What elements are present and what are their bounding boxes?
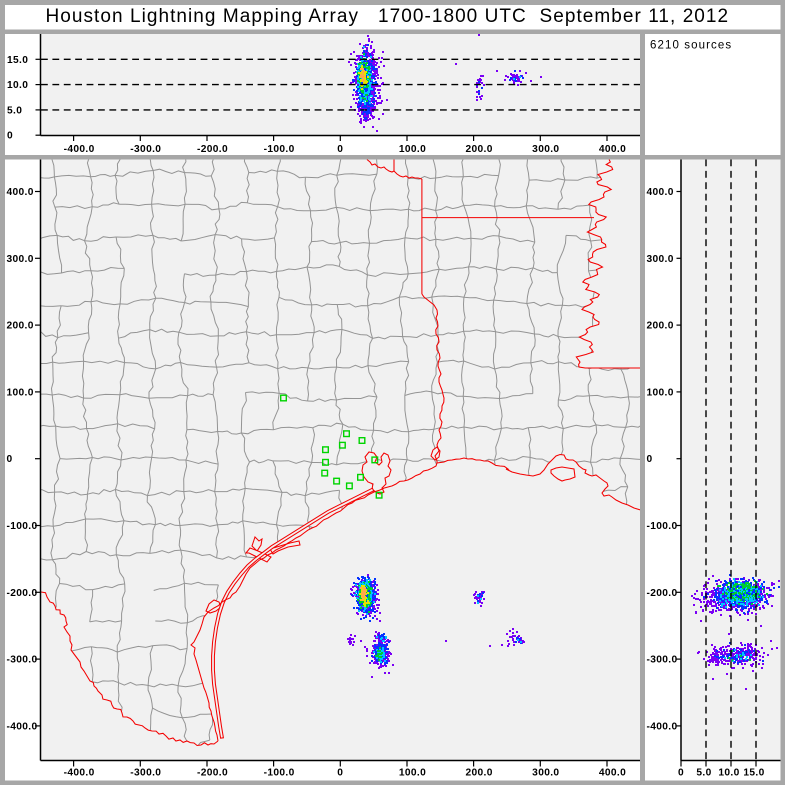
svg-text:200.0: 200.0	[465, 768, 492, 779]
svg-text:-400.0: -400.0	[647, 721, 678, 732]
svg-text:-400.0: -400.0	[64, 768, 95, 779]
svg-text:400.0: 400.0	[647, 187, 674, 198]
svg-text:0: 0	[7, 454, 13, 465]
svg-text:-100.0: -100.0	[264, 768, 295, 779]
svg-text:-100.0: -100.0	[264, 144, 295, 155]
svg-text:10.0: 10.0	[7, 80, 28, 91]
svg-text:-200.0: -200.0	[647, 588, 678, 599]
svg-text:-100.0: -100.0	[647, 521, 678, 532]
svg-text:-400.0: -400.0	[64, 144, 95, 155]
svg-text:6210 sources: 6210 sources	[650, 40, 732, 52]
svg-text:100.0: 100.0	[399, 768, 426, 779]
svg-text:10.0: 10.0	[718, 768, 739, 779]
svg-text:300.0: 300.0	[532, 768, 559, 779]
svg-text:0: 0	[678, 768, 684, 779]
svg-text:100.0: 100.0	[399, 144, 426, 155]
svg-text:200.0: 200.0	[647, 321, 674, 332]
svg-text:0: 0	[647, 454, 653, 465]
svg-text:Houston Lightning Mapping Arra: Houston Lightning Mapping Array 1700-180…	[46, 6, 730, 27]
svg-text:-300.0: -300.0	[130, 144, 161, 155]
svg-text:-200.0: -200.0	[7, 588, 38, 599]
svg-text:5.0: 5.0	[7, 105, 22, 116]
svg-text:-200.0: -200.0	[197, 144, 228, 155]
svg-text:0: 0	[337, 768, 343, 779]
svg-text:0: 0	[7, 131, 13, 142]
svg-text:-300.0: -300.0	[7, 655, 38, 666]
svg-text:200.0: 200.0	[7, 321, 34, 332]
svg-text:300.0: 300.0	[532, 144, 559, 155]
svg-text:100.0: 100.0	[7, 387, 34, 398]
svg-text:300.0: 300.0	[7, 254, 34, 265]
svg-text:-400.0: -400.0	[7, 721, 38, 732]
svg-text:5.0: 5.0	[696, 768, 711, 779]
svg-text:-200.0: -200.0	[197, 768, 228, 779]
svg-text:200.0: 200.0	[465, 144, 492, 155]
svg-text:300.0: 300.0	[647, 254, 674, 265]
svg-text:400.0: 400.0	[599, 768, 626, 779]
svg-text:400.0: 400.0	[599, 144, 626, 155]
svg-text:15.0: 15.0	[743, 768, 764, 779]
svg-text:400.0: 400.0	[7, 187, 34, 198]
svg-text:100.0: 100.0	[647, 387, 674, 398]
svg-text:0: 0	[337, 144, 343, 155]
svg-text:-300.0: -300.0	[130, 768, 161, 779]
svg-text:-100.0: -100.0	[7, 521, 38, 532]
svg-text:-300.0: -300.0	[647, 655, 678, 666]
svg-text:15.0: 15.0	[7, 55, 28, 66]
